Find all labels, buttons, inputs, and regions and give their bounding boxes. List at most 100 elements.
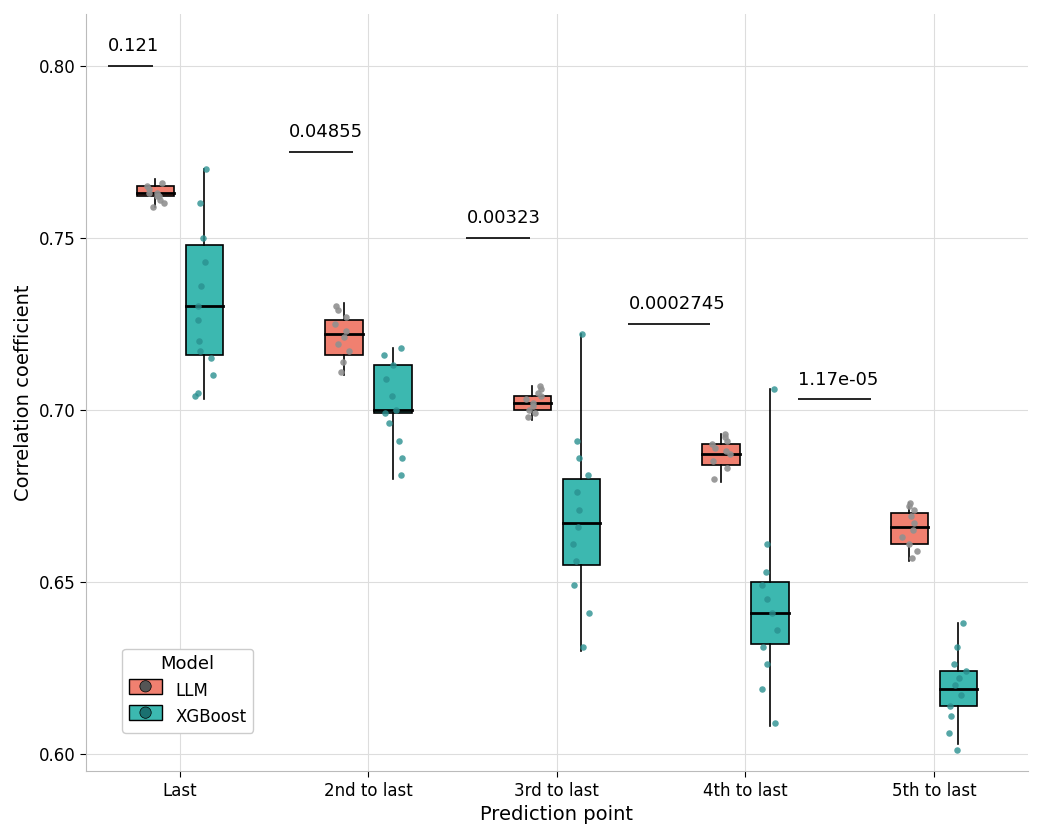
Point [520,410,537,423]
Point [905,524,922,537]
X-axis label: Prediction point: Prediction point [480,805,634,824]
Point [901,499,918,513]
Bar [940,671,977,706]
Point [527,406,544,420]
Text: 0.0002745: 0.0002745 [628,295,725,313]
Point [954,617,971,630]
Point [753,682,770,696]
Point [524,400,541,413]
Point [377,372,394,385]
Point [190,313,206,327]
Text: 0.00323: 0.00323 [467,210,541,227]
Point [334,354,351,368]
Point [704,455,721,468]
Point [759,537,775,551]
Point [717,431,734,444]
Point [941,699,958,712]
Point [722,447,739,461]
Y-axis label: Correlation coefficient: Correlation coefficient [14,284,33,501]
Point [565,578,581,592]
Point [195,231,212,245]
Point [330,338,347,351]
Bar [137,186,174,196]
Point [333,365,350,379]
Point [532,382,549,396]
Point [338,310,354,323]
Point [903,551,920,565]
Text: 0.04855: 0.04855 [290,123,364,142]
Point [941,727,958,740]
Point [198,162,215,175]
Point [525,396,542,410]
Point [948,744,965,758]
Point [705,472,722,485]
Point [565,537,581,551]
Point [383,390,400,403]
Point [149,186,166,199]
Bar [891,513,928,544]
Point [948,640,965,654]
Bar [563,478,600,565]
Point [532,390,549,403]
Point [151,189,168,203]
Point [703,437,720,451]
Point [141,186,157,199]
Point [531,379,548,392]
Point [901,496,918,510]
Point [151,193,168,206]
Point [900,537,917,551]
Point [574,328,591,341]
Point [202,351,219,365]
Point [759,592,775,606]
Point [149,189,166,203]
Point [336,331,352,344]
Point [759,658,775,671]
Point [393,451,410,464]
Point [907,503,923,516]
Point [909,544,925,557]
Point [191,334,207,348]
Point [764,606,780,619]
Point [388,403,404,416]
Point [950,671,967,685]
Bar [374,365,412,413]
Point [567,555,584,568]
Bar [185,245,223,354]
Point [329,303,346,317]
Point [570,451,587,464]
Legend: LLM, XGBoost: LLM, XGBoost [122,649,253,732]
Point [754,640,771,654]
Point [193,279,209,292]
Point [581,606,598,619]
Point [706,441,723,454]
Point [902,510,919,523]
Point [518,393,535,406]
Point [945,658,962,671]
Point [341,344,357,358]
Point [575,640,592,654]
Point [377,406,394,420]
Point [905,516,922,530]
Text: 0.121: 0.121 [108,37,159,55]
Point [327,300,344,313]
Point [758,565,774,578]
Point [946,679,963,692]
Point [579,468,596,482]
Point [719,434,736,447]
Point [768,623,785,637]
Point [392,341,408,354]
Point [205,369,222,382]
Point [520,403,537,416]
Bar [702,444,740,465]
Point [155,196,172,210]
Point [384,359,401,372]
Point [767,716,784,730]
Point [529,385,546,399]
Point [391,434,407,447]
Point [141,183,157,196]
Point [718,462,735,475]
Point [376,348,393,361]
Point [570,520,587,534]
Point [569,486,586,499]
Point [380,416,397,430]
